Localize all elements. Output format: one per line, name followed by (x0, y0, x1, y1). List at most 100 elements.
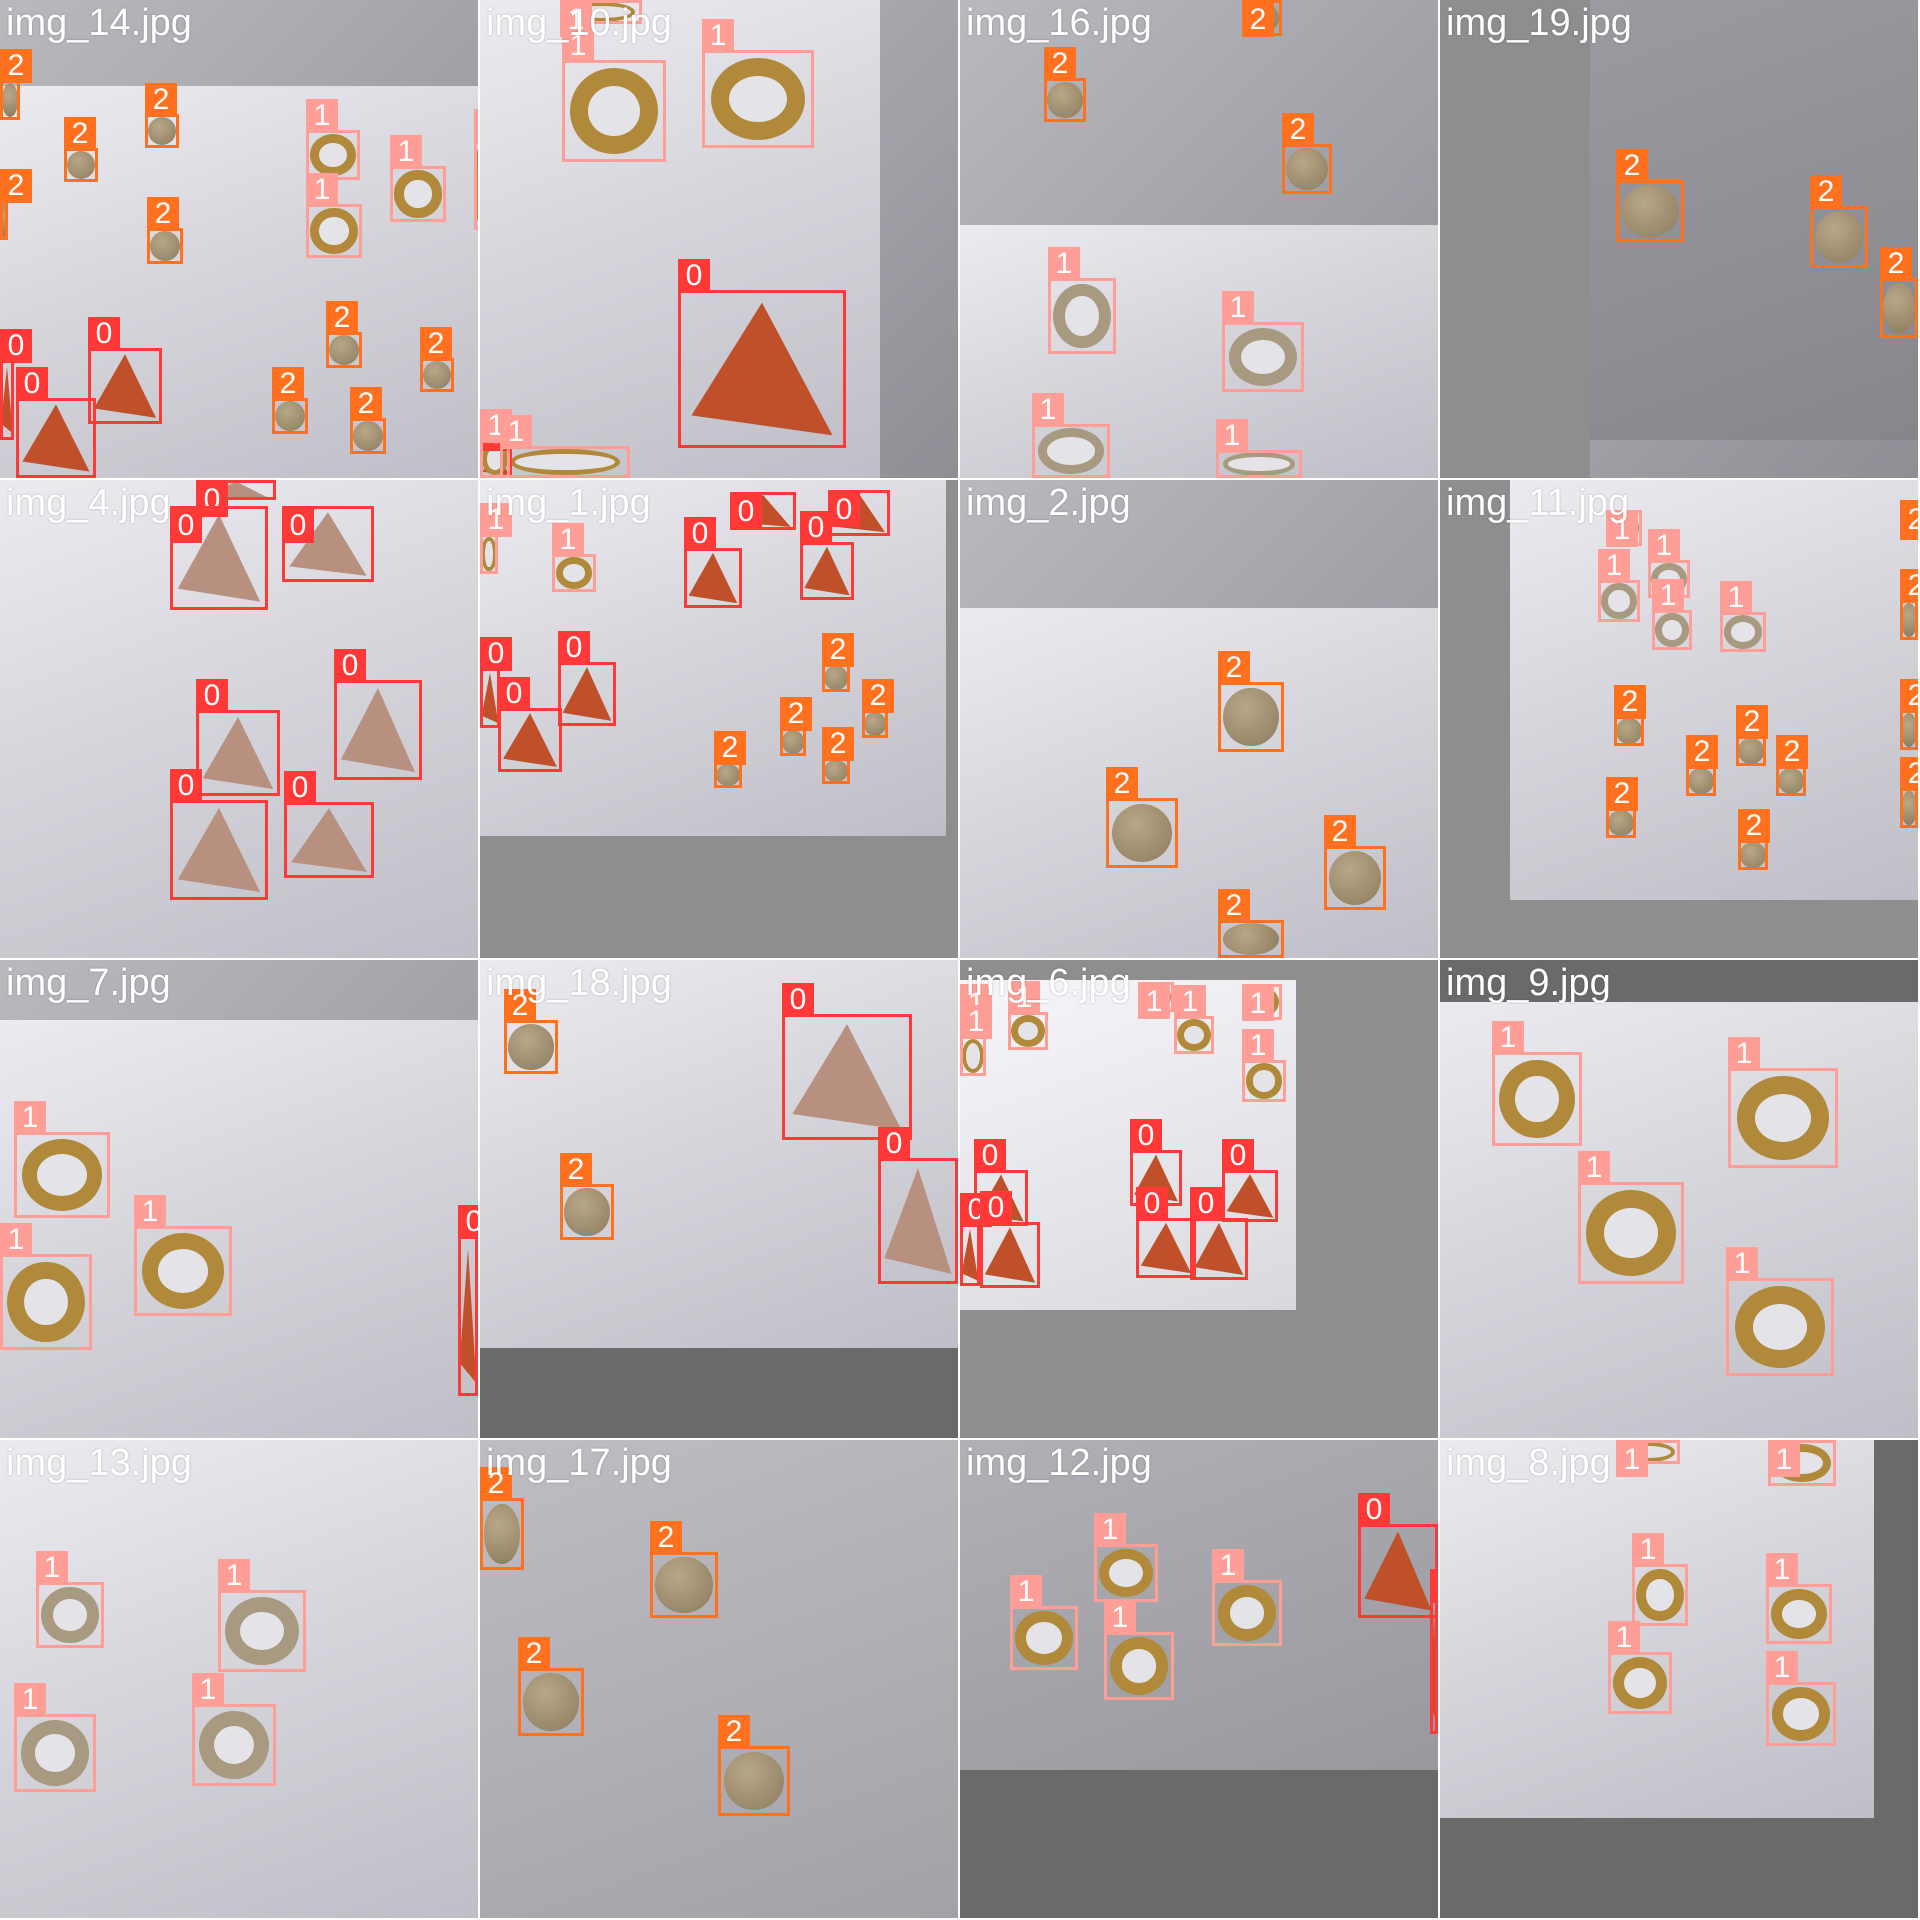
ball-object (66, 150, 96, 180)
class-label: 1 (1104, 1601, 1136, 1635)
ring-object (310, 208, 358, 254)
class-label: 1 (1720, 581, 1752, 615)
class-label: 0 (0, 329, 32, 363)
detection-box: 1 (14, 1101, 110, 1218)
detection-box: 0 (878, 1127, 958, 1284)
detection-box: 1 (1726, 1247, 1834, 1376)
tile-9: img_7.jpg 1 1 1 0 (0, 960, 478, 1438)
tile-10: img_18.jpg 2 2 0 0 (480, 960, 958, 1438)
detection-box: 2 (1242, 0, 1282, 37)
detection-box: 2 (822, 633, 854, 692)
class-label: 2 (1776, 735, 1808, 769)
class-label: 2 (145, 83, 177, 117)
class-label: 2 (862, 679, 894, 713)
detection-box: 2 (518, 1637, 584, 1736)
class-label: 2 (1106, 767, 1138, 801)
ring-object (394, 170, 442, 218)
detection-box: 0 (1358, 1493, 1438, 1618)
class-label: 0 (878, 1127, 910, 1161)
class-label: 1 (306, 173, 338, 207)
class-label: 1 (562, 29, 594, 63)
class-label: 2 (1218, 651, 1250, 685)
tile-label: img_14.jpg (6, 2, 192, 44)
class-label: 1 (1138, 985, 1170, 1019)
ring-object (1601, 583, 1637, 619)
tile-14: img_17.jpg 2 2 2 2 (480, 1440, 958, 1918)
detection-box: 0 (1190, 1187, 1248, 1280)
detection-box: 1 (500, 415, 630, 478)
class-label: 2 (1900, 503, 1918, 537)
detection-box: 0 (960, 1193, 992, 1286)
tile-label: img_19.jpg (1446, 2, 1632, 44)
tile-label: img_6.jpg (966, 962, 1131, 1004)
class-label: 2 (0, 49, 32, 83)
ring-object (1011, 1015, 1045, 1047)
ball-object (1621, 184, 1679, 238)
detection-box: 1 (306, 173, 362, 258)
ball-object (824, 666, 848, 690)
ring-object (1245, 1063, 1283, 1099)
detection-box: 2 (1324, 815, 1386, 910)
ball-object (716, 764, 740, 786)
detection-box: 0 (1222, 1139, 1278, 1222)
ball-object (523, 1673, 579, 1731)
tile-3: img_16.jpg 2 2 2 1 1 1 1 (960, 0, 1438, 478)
detection-box: 1 (1608, 1621, 1672, 1714)
ball-object (723, 1751, 785, 1811)
ball-object (782, 730, 804, 754)
class-label: 2 (147, 197, 179, 231)
tile-13: img_13.jpg 1 1 1 1 (0, 1440, 478, 1918)
class-label: 2 (272, 367, 304, 401)
tile-1: img_14.jpg2222211110002222 (0, 0, 478, 478)
tile-16: img_8.jpg 1 1 1 1 1 1 (1440, 1440, 1918, 1918)
detection-box: 1 (134, 1195, 232, 1316)
class-label: 0 (1190, 1187, 1222, 1221)
ring-object (1177, 1019, 1211, 1051)
class-label: 0 (170, 769, 202, 803)
detection-box: 0 (980, 1191, 1040, 1288)
detection-box: 0 (196, 679, 280, 796)
detection-box: 0 (16, 367, 96, 478)
ring-object (1655, 613, 1689, 647)
class-label: 2 (1736, 705, 1768, 739)
detection-box: 0 (284, 771, 374, 878)
class-label: 1 (1766, 1553, 1798, 1587)
ring-object (7, 1261, 85, 1343)
class-label: 0 (980, 1191, 1012, 1225)
class-label: 2 (822, 727, 854, 761)
tile-label: img_4.jpg (6, 482, 171, 524)
class-label: 0 (1430, 1569, 1438, 1603)
class-label: 0 (974, 1139, 1006, 1173)
ball-object (508, 1024, 554, 1070)
class-label: 2 (480, 1467, 512, 1501)
ball-object (1778, 768, 1804, 794)
tile-12: img_9.jpg 1 1 1 1 (1440, 960, 1918, 1438)
ring-object (1771, 1588, 1827, 1640)
class-label: 2 (1282, 113, 1314, 147)
detection-box: 1 (1010, 1575, 1078, 1670)
class-label: 1 (500, 415, 532, 449)
ball-object (149, 230, 181, 262)
class-label: 2 (714, 731, 746, 765)
tile-5: img_4.jpg 0 0 0 0 0 0 0 (0, 480, 478, 958)
detection-box: 0 (730, 492, 796, 530)
class-label: 1 (480, 503, 512, 537)
detection-box: 1 (1048, 247, 1116, 354)
class-label: 2 (326, 301, 358, 335)
ring-object (310, 134, 356, 176)
detection-box: 2 (1218, 651, 1284, 752)
class-label: 1 (1242, 987, 1274, 1021)
detection-box: 2 (1810, 175, 1868, 268)
detection-box: 1 (1598, 549, 1640, 622)
class-label: 2 (1900, 757, 1918, 791)
class-label: 1 (36, 1551, 68, 1585)
detection-box: 0 (828, 490, 890, 536)
ball-object (274, 400, 306, 432)
class-label: 1 (1010, 1575, 1042, 1609)
tile-4: img_19.jpg 2 2 2 (1440, 0, 1918, 478)
ball-object (1688, 768, 1714, 794)
detection-box: 1 (1212, 1549, 1282, 1646)
class-label: 1 (474, 109, 478, 143)
detection-box: 2 (714, 731, 746, 788)
ball-object (1814, 210, 1864, 264)
